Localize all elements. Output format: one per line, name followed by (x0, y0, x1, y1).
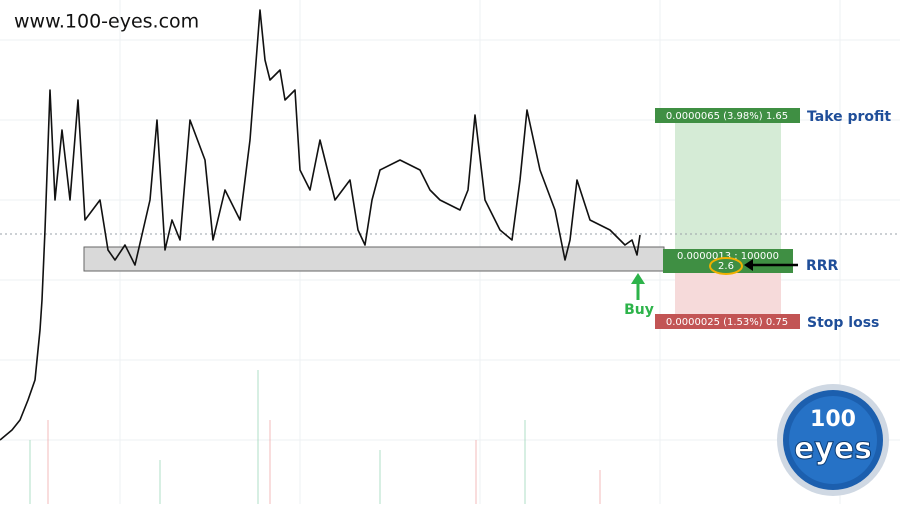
stop-loss-text: 0.0000025 (1.53%) 0.75 (666, 317, 788, 328)
volume (29, 370, 601, 504)
entry-box (663, 249, 793, 273)
logo-bottom: eyes (794, 432, 872, 467)
logo-top: 100 (810, 407, 856, 432)
buy-label: Buy (624, 302, 654, 318)
take-profit-text: 0.0000065 (3.98%) 1.65 (666, 111, 788, 122)
ratio-highlight (709, 257, 743, 275)
logo-shine (789, 396, 877, 484)
ratio-text: 2.6 (718, 261, 734, 272)
stop-loss-label: Stop loss (807, 315, 879, 331)
entry-text: 0.0000013 : 100000 (677, 251, 779, 262)
stop-loss-box (655, 314, 800, 329)
profit-zone (675, 123, 781, 262)
buy-arrow-head (631, 273, 645, 284)
site-url: www.100-eyes.com (14, 11, 199, 33)
take-profit-box (655, 108, 800, 123)
logo: 100 eyes (777, 384, 889, 496)
rrr-label: RRR (806, 258, 839, 274)
price-path (0, 9, 641, 441)
rrr-arrow-head (744, 259, 753, 271)
support-zone (83, 246, 665, 272)
take-profit-label: Take profit (807, 109, 891, 125)
